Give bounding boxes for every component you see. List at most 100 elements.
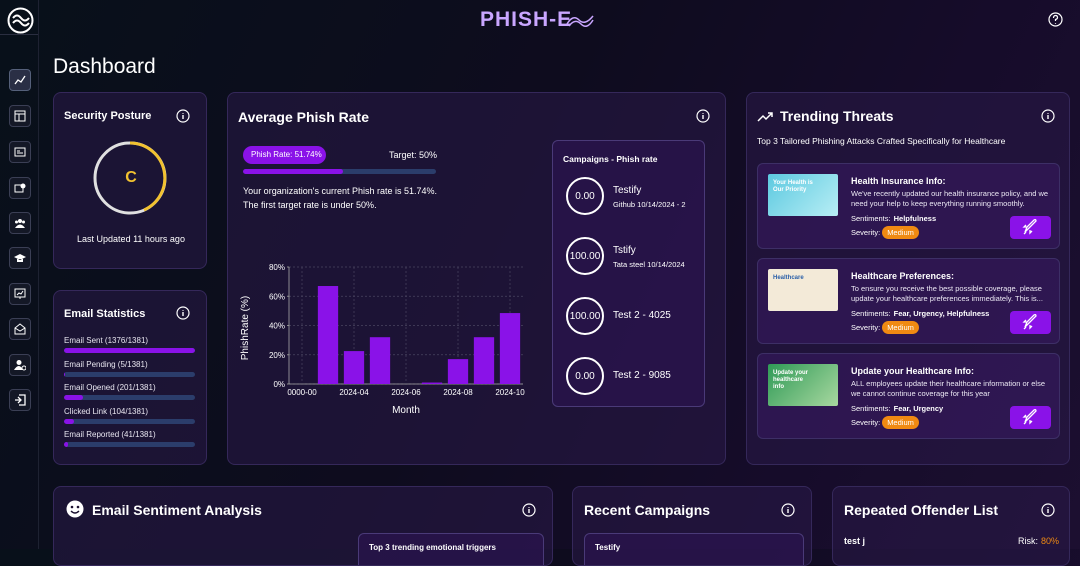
campaign-rate: 100.00	[566, 297, 604, 335]
sentiments-value: Fear, Urgency	[894, 404, 944, 413]
nav-training[interactable]	[9, 247, 31, 269]
card-title: Email Sentiment Analysis	[92, 502, 262, 518]
threat-item: Healthcare Healthcare Preferences: To ensu…	[757, 258, 1060, 344]
info-icon[interactable]	[176, 306, 190, 320]
rocket-icon	[1010, 311, 1051, 334]
rocket-icon	[1010, 406, 1051, 429]
page-title: Dashboard	[53, 55, 156, 79]
launch-button[interactable]	[1010, 406, 1051, 429]
y-axis-label: PhishRate (%)	[240, 296, 251, 360]
sentiments-label: Sentiments:	[851, 309, 891, 318]
nav-profile[interactable]	[9, 354, 31, 376]
threat-image: Healthcare	[768, 269, 838, 311]
info-icon[interactable]	[176, 109, 190, 123]
info-icon[interactable]	[1041, 109, 1055, 123]
sentiments-label: Sentiments:	[851, 404, 891, 413]
threat-sentiments: Sentiments:Fear, Urgency, Helpfulness	[851, 309, 989, 318]
launch-button[interactable]	[1010, 311, 1051, 334]
y-tick-label: 40%	[269, 322, 285, 331]
phish-rate-chart: PhishRate (%) Month 0%20%40%60%80%0000-0…	[228, 93, 548, 433]
stat-bar	[64, 442, 68, 447]
risk-value: 80%	[1041, 536, 1059, 546]
triggers-panel: Top 3 trending emotional triggers	[358, 533, 544, 566]
stat-track	[64, 419, 195, 424]
email-statistics-card: Email Statistics Email Sent (1376/1381) E…	[53, 290, 207, 465]
severity-label: Severity:	[851, 418, 880, 427]
info-icon[interactable]	[1041, 503, 1055, 517]
campaign-detail: Github 10/14/2024 - 2	[613, 200, 686, 209]
campaign-rate: 100.00	[566, 237, 604, 275]
y-tick-label: 0%	[273, 380, 285, 389]
x-tick-label: 2024-04	[339, 388, 369, 397]
logo[interactable]	[7, 7, 34, 34]
image-caption: Healthcare	[773, 275, 813, 282]
stat-label: Email Opened (201/1381)	[64, 383, 156, 392]
y-tick-label: 80%	[269, 263, 285, 272]
panel-title: Top 3 trending emotional triggers	[369, 543, 496, 552]
threat-description: ALL employees update their healthcare in…	[851, 379, 1051, 399]
nav-groups[interactable]	[9, 212, 31, 234]
bar	[318, 286, 338, 384]
campaign-name: Testify	[613, 185, 641, 196]
campaign-row[interactable]: Testify	[584, 533, 804, 566]
threat-image: Update your healthcare info	[768, 364, 838, 406]
bar	[344, 351, 364, 384]
campaign-detail: Tata steel 10/14/2024	[613, 260, 685, 269]
stat-bar	[64, 348, 195, 353]
help-button[interactable]	[1048, 12, 1063, 27]
smile-icon	[66, 500, 84, 518]
info-icon[interactable]	[781, 503, 795, 517]
nav-mail[interactable]	[9, 177, 31, 199]
x-tick-label: 0000-00	[287, 388, 317, 397]
threat-description: To ensure you receive the best possible …	[851, 284, 1051, 304]
grade: C	[54, 169, 207, 187]
nav-reports[interactable]	[9, 283, 31, 305]
offender-card: Repeated Offender List test j Risk: 80%	[832, 486, 1070, 566]
page: PHISH-E Dashboard Security Posture C Las…	[0, 0, 1080, 549]
stat-label: Clicked Link (104/1381)	[64, 407, 148, 416]
severity-label: Severity:	[851, 228, 880, 237]
brand: PHISH-E	[480, 8, 572, 32]
card-title: Email Statistics	[64, 308, 145, 320]
info-icon[interactable]	[522, 503, 536, 517]
threat-image: Your Health is Our Priority	[768, 174, 838, 216]
threat-sentiments: Sentiments:Fear, Urgency	[851, 404, 943, 413]
bar	[422, 383, 442, 384]
campaign-name: Test 2 - 9085	[613, 370, 671, 381]
campaign-rate: 0.00	[566, 357, 604, 395]
nav-templates[interactable]	[9, 105, 31, 127]
nav-users[interactable]	[9, 141, 31, 163]
stat-track	[64, 395, 195, 400]
nav-inbox[interactable]	[9, 318, 31, 340]
stat-track	[64, 442, 195, 447]
campaign-name: Test 2 - 4025	[613, 310, 671, 321]
trend-icon	[757, 111, 773, 123]
divider	[0, 34, 38, 35]
stat-track	[64, 348, 195, 353]
launch-button[interactable]	[1010, 216, 1051, 239]
rocket-icon	[1010, 216, 1051, 239]
phish-rate-card: Average Phish Rate Phish Rate: 51.74% Ta…	[227, 92, 726, 465]
stat-track	[64, 372, 195, 377]
severity-badge: Medium	[882, 226, 919, 239]
campaign-rate: 0.00	[566, 177, 604, 215]
threat-severity: Severity:Medium	[851, 226, 919, 239]
campaigns-panel: Campaigns - Phish rate 0.00 Testify Github…	[552, 140, 705, 407]
threat-title: Healthcare Preferences:	[851, 271, 954, 281]
x-tick-label: 2024-06	[391, 388, 421, 397]
last-updated: Last Updated 11 hours ago	[54, 234, 207, 244]
threat-title: Health Insurance Info:	[851, 176, 946, 186]
x-tick-label: 2024-08	[443, 388, 473, 397]
stat-label: Email Pending (5/1381)	[64, 360, 148, 369]
threat-description: We've recently updated our health insura…	[851, 189, 1051, 209]
panel-title: Campaigns - Phish rate	[563, 154, 657, 164]
offender-name: test j	[844, 536, 865, 546]
stat-label: Email Sent (1376/1381)	[64, 336, 148, 345]
threat-title: Update your Healthcare Info:	[851, 366, 974, 376]
recent-campaigns-card: Recent Campaigns Testify	[572, 486, 812, 566]
nav-dashboard[interactable]	[9, 69, 31, 91]
info-icon[interactable]	[696, 109, 710, 123]
nav-logout[interactable]	[9, 389, 31, 411]
x-tick-label: 2024-10	[495, 388, 525, 397]
threat-severity: Severity:Medium	[851, 321, 919, 334]
